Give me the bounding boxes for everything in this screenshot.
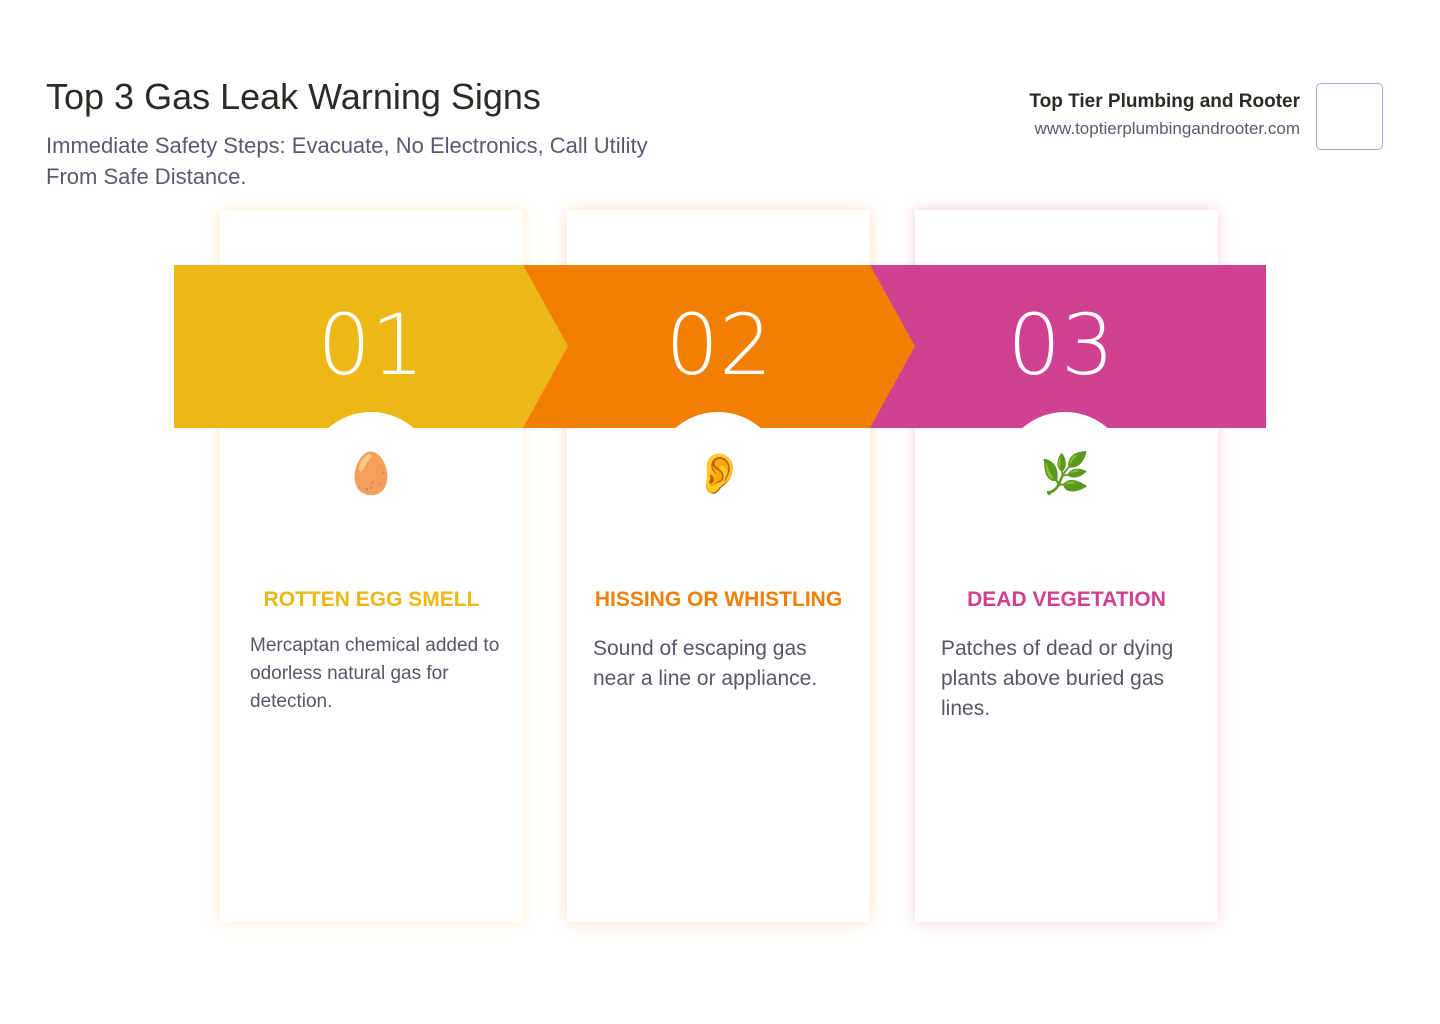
page-subtitle: Immediate Safety Steps: Evacuate, No Ele… (46, 133, 648, 189)
icon-circle-1 (306, 412, 436, 542)
page-title: Top 3 Gas Leak Warning Signs (46, 76, 541, 117)
icon-circle-2 (653, 412, 783, 542)
step-description-3: Patches of dead or dying plants above bu… (941, 637, 1174, 720)
step-title-1: ROTTEN EGG SMELL (263, 588, 480, 611)
step-number-3: 03 (1007, 296, 1115, 394)
step-description-1: Mercaptan chemical added to odorless nat… (250, 635, 500, 712)
ribbon-segment-3 (870, 265, 1266, 428)
brand-url: www.toptierplumbingandrooter.com (1034, 119, 1300, 138)
egg-icon: 🥚 (346, 452, 396, 496)
brand-name: Top Tier Plumbing and Rooter (1029, 91, 1300, 112)
logo-placeholder (1316, 83, 1383, 150)
step-number-1: 01 (317, 296, 425, 394)
ear-icon: 👂 (694, 452, 744, 496)
ribbon-segment-1 (174, 265, 568, 428)
brand: Top Tier Plumbing and Rooter www.toptier… (1029, 91, 1300, 139)
step-description-2: Sound of escaping gas near a line or app… (593, 637, 818, 690)
icon-circle-3 (1000, 412, 1130, 542)
step-title-2: HISSING OR WHISTLING (594, 588, 843, 611)
step-title-3: DEAD VEGETATION (967, 588, 1166, 611)
ribbon-segment-2 (523, 265, 915, 428)
herb-icon: 🌿 (1040, 452, 1090, 496)
step-number-2: 02 (665, 296, 773, 394)
